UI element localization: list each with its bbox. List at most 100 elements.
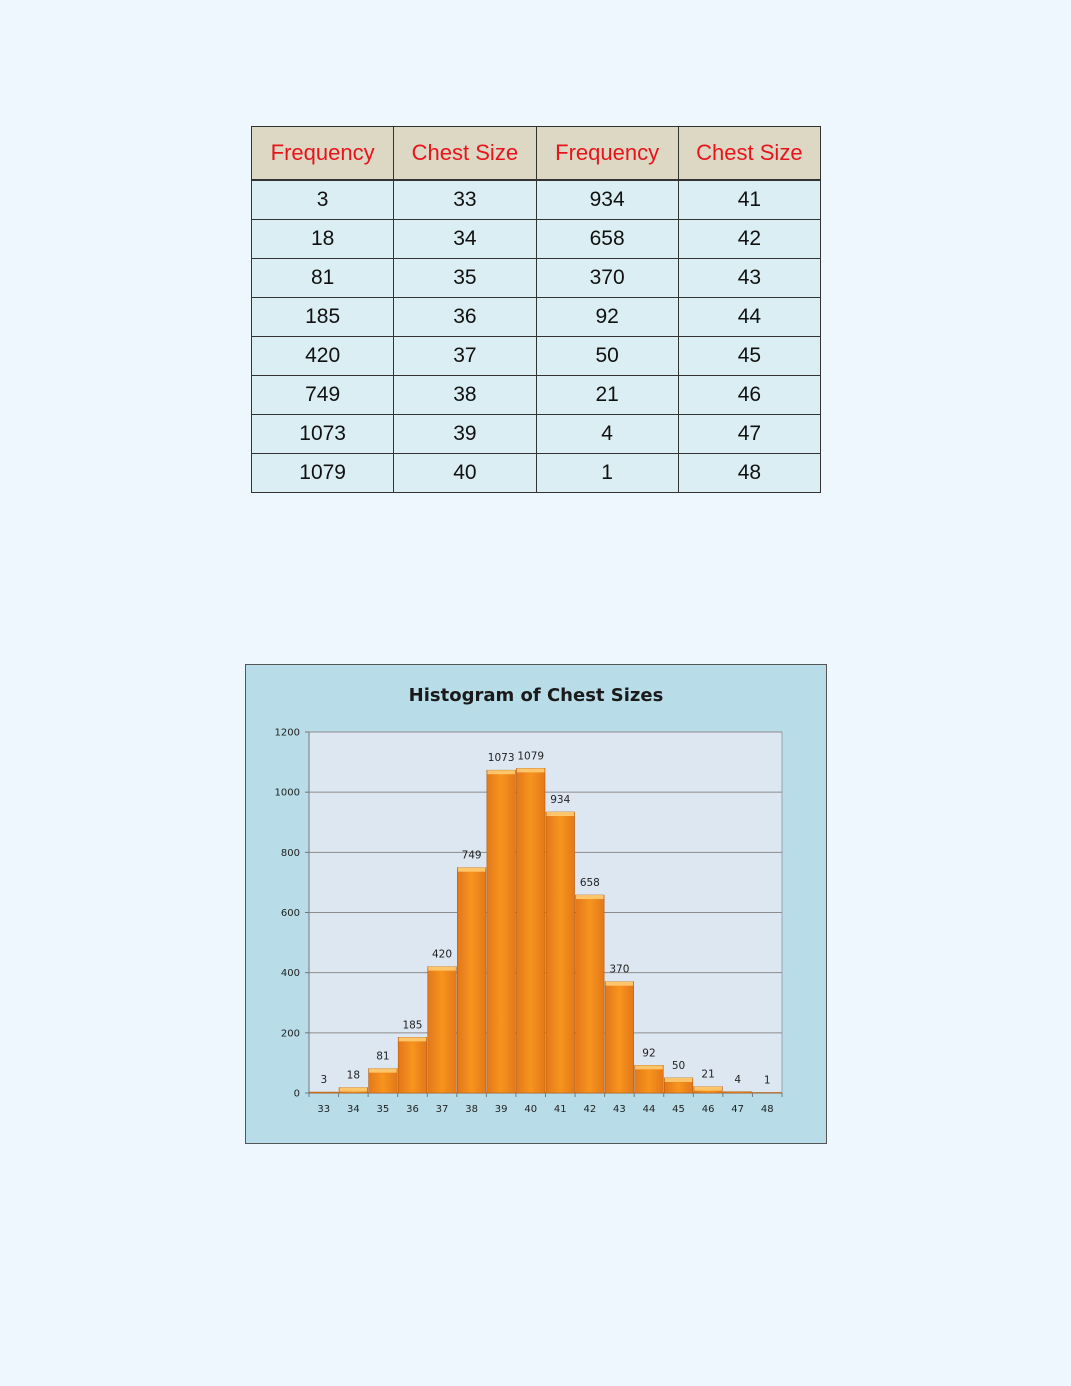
table-cell: 33	[393, 179, 537, 220]
table-row: 185 36 92 44	[250, 297, 822, 337]
chart-title: Histogram of Chest Sizes	[409, 685, 664, 706]
table-row: 3 33 934 41	[250, 179, 822, 220]
data-label: 658	[580, 877, 600, 889]
bar-cap-45	[664, 1077, 693, 1082]
bar-cap-37	[428, 966, 456, 971]
table-cell: 40	[393, 453, 537, 493]
table-cell: 370	[535, 258, 679, 298]
table-cell: 50	[535, 336, 679, 376]
table-cell: 44	[677, 297, 822, 337]
bar-cap-38	[457, 867, 486, 872]
table-row: 18 34 658 42	[250, 219, 822, 259]
table-cell: 420	[250, 336, 395, 376]
table-cell: 21	[535, 375, 679, 415]
table-cell: 1	[535, 453, 679, 493]
table-cell: 38	[393, 375, 537, 415]
x-tick-label: 34	[347, 1104, 360, 1115]
table-cell: 18	[250, 219, 395, 259]
data-label: 1073	[488, 752, 515, 764]
data-label: 50	[672, 1060, 685, 1072]
header-chest-size-2: Chest Size	[677, 126, 822, 181]
bar-37	[427, 966, 457, 1094]
table-cell: 45	[677, 336, 822, 376]
table-cell: 185	[250, 297, 395, 337]
table-header-row: Frequency Chest Size Frequency Chest Siz…	[250, 126, 822, 181]
data-label: 749	[462, 850, 482, 862]
table-cell: 34	[393, 219, 537, 259]
bar-cap-44	[635, 1065, 663, 1070]
x-tick-label: 39	[495, 1104, 508, 1115]
bar-38	[457, 867, 487, 1094]
table-cell: 35	[393, 258, 537, 298]
y-tick-label: 600	[281, 908, 300, 919]
y-tick-label: 1000	[275, 788, 300, 799]
header-frequency-1: Frequency	[250, 126, 395, 181]
x-tick-label: 45	[672, 1104, 685, 1115]
bar-33	[309, 1091, 339, 1094]
table-cell: 749	[250, 375, 395, 415]
bars	[309, 768, 782, 1094]
x-tick-label: 42	[583, 1104, 596, 1115]
bar-cap-40	[516, 768, 545, 773]
y-tick-label: 400	[281, 968, 300, 979]
bar-43	[604, 981, 634, 1094]
table-cell: 48	[677, 453, 822, 493]
data-label: 420	[432, 949, 452, 961]
table-cell: 47	[677, 414, 822, 454]
bar-cap-41	[546, 812, 575, 817]
bar-cap-43	[605, 981, 634, 986]
data-label: 21	[701, 1069, 714, 1081]
y-tick-label: 1200	[275, 728, 300, 739]
table-cell: 42	[677, 219, 822, 259]
bar-39	[486, 769, 516, 1094]
table-row: 1073 39 4 47	[250, 414, 822, 454]
gridlines	[309, 731, 782, 1034]
histogram-chart: 0 200 400 600 800 1000 1200 33 34 35 36 37 38 39 40 41 4…	[245, 664, 827, 1144]
table-cell: 1079	[250, 453, 395, 493]
bar-44	[634, 1065, 664, 1094]
table-cell: 81	[250, 258, 395, 298]
x-tick-label: 43	[613, 1104, 626, 1115]
bar-35	[368, 1068, 398, 1094]
table-cell: 37	[393, 336, 537, 376]
x-tick-label: 37	[436, 1104, 449, 1115]
table-cell: 1073	[250, 414, 395, 454]
y-tick-label: 200	[281, 1028, 300, 1039]
table-cell: 43	[677, 258, 822, 298]
bar-40	[516, 768, 546, 1094]
bar-cap-42	[576, 895, 604, 900]
x-tick-label: 44	[643, 1104, 656, 1115]
bar-48	[752, 1092, 782, 1094]
data-label: 1079	[517, 750, 544, 762]
bar-41	[545, 811, 575, 1094]
bar-cap-34	[339, 1087, 368, 1092]
data-label: 934	[550, 794, 570, 806]
data-label: 1	[764, 1075, 771, 1087]
x-tick-label: 40	[524, 1104, 537, 1115]
bar-cap-36	[398, 1037, 427, 1042]
x-tick-label: 47	[731, 1104, 744, 1115]
bar-42	[575, 894, 605, 1094]
table-cell: 3	[250, 179, 395, 220]
table-row: 81 35 370 43	[250, 258, 822, 298]
y-tick-label: 0	[294, 1089, 300, 1100]
bar-36	[397, 1037, 428, 1094]
header-chest-size-1: Chest Size	[393, 126, 537, 181]
data-label: 185	[402, 1019, 422, 1031]
table-row: 749 38 21 46	[250, 375, 822, 415]
x-tick-label: 36	[406, 1104, 419, 1115]
data-label: 3	[320, 1074, 327, 1086]
data-label: 18	[347, 1070, 360, 1082]
data-label: 81	[376, 1051, 389, 1063]
table-row: 1079 40 1 48	[250, 453, 822, 493]
header-frequency-2: Frequency	[535, 126, 679, 181]
bar-47	[723, 1091, 753, 1094]
frequency-table: Frequency Chest Size Frequency Chest Siz…	[250, 126, 822, 493]
table-row: 420 37 50 45	[250, 336, 822, 376]
table-cell: 36	[393, 297, 537, 337]
data-label: 370	[609, 964, 629, 976]
bar-cap-35	[369, 1068, 397, 1073]
x-tick-label: 38	[465, 1104, 478, 1115]
table-cell: 39	[393, 414, 537, 454]
